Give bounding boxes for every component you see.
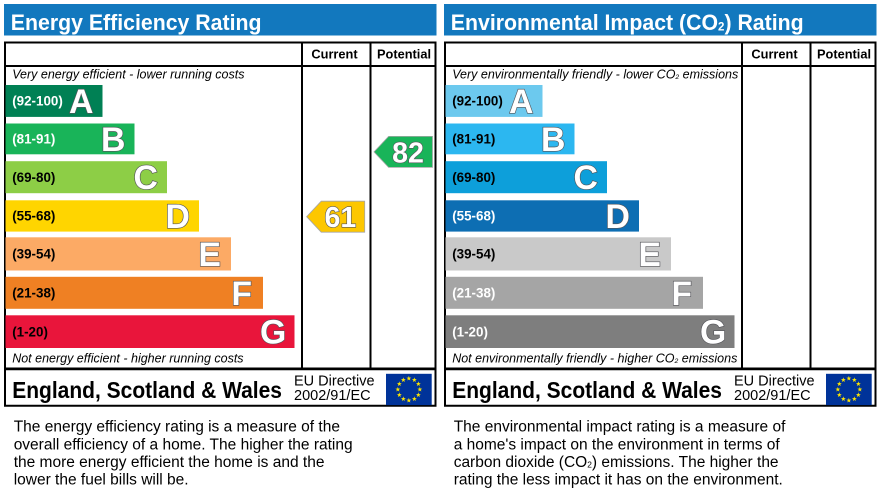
svg-text:overall efficiency of a home.: overall efficiency of a home. The higher…	[14, 436, 353, 453]
svg-text:(39-54): (39-54)	[452, 247, 495, 262]
svg-text:EU Directive: EU Directive	[734, 374, 815, 390]
svg-text:Not energy efficient - higher: Not energy efficient - higher running co…	[12, 351, 243, 365]
svg-text:(92-100): (92-100)	[452, 94, 503, 109]
svg-text:Potential: Potential	[817, 47, 871, 62]
svg-text:Very energy efficient - lower: Very energy efficient - lower running co…	[12, 68, 244, 82]
svg-text:2002/91/EC: 2002/91/EC	[734, 388, 811, 404]
svg-text:(92-100): (92-100)	[12, 94, 63, 109]
svg-text:C: C	[133, 159, 157, 197]
svg-text:lower the fuel bills will be.: lower the fuel bills will be.	[14, 472, 189, 489]
svg-text:B: B	[101, 121, 125, 159]
svg-text:(21-38): (21-38)	[12, 286, 55, 301]
svg-text:(81-91): (81-91)	[12, 132, 55, 147]
svg-text:(1-20): (1-20)	[12, 324, 48, 339]
svg-text:B: B	[541, 121, 565, 159]
svg-text:Current: Current	[311, 47, 358, 62]
svg-text:D: D	[165, 198, 189, 236]
svg-text:61: 61	[325, 202, 357, 234]
svg-text:(55-68): (55-68)	[452, 209, 495, 224]
svg-text:(1-20): (1-20)	[452, 324, 488, 339]
svg-text:A: A	[509, 83, 533, 121]
svg-text:2002/91/EC: 2002/91/EC	[294, 388, 371, 404]
svg-text:82: 82	[392, 137, 424, 169]
svg-text:EU Directive: EU Directive	[294, 374, 375, 390]
svg-text:England, Scotland & Wales: England, Scotland & Wales	[452, 377, 722, 403]
svg-text:carbon dioxide (CO2​) emission: carbon dioxide (CO2​) emissions. The hig…	[454, 454, 779, 471]
svg-text:England, Scotland & Wales: England, Scotland & Wales	[12, 377, 282, 403]
svg-text:A: A	[69, 83, 93, 121]
svg-text:(39-54): (39-54)	[12, 247, 55, 262]
svg-text:(21-38): (21-38)	[452, 286, 495, 301]
svg-text:the more energy efficient the: the more energy efficient the home is an…	[14, 454, 325, 471]
svg-text:Potential: Potential	[377, 47, 431, 62]
svg-text:G: G	[260, 314, 286, 352]
svg-text:Energy Efficiency Rating: Energy Efficiency Rating	[11, 9, 262, 35]
svg-text:D: D	[605, 198, 629, 236]
svg-text:Current: Current	[751, 47, 798, 62]
svg-text:G: G	[700, 314, 726, 352]
svg-text:The energy efficiency rating i: The energy efficiency rating is a measur…	[14, 419, 340, 436]
svg-text:F: F	[671, 275, 692, 313]
svg-text:F: F	[231, 275, 252, 313]
svg-text:(81-91): (81-91)	[452, 132, 495, 147]
svg-text:a home's impact on the environ: a home's impact on the environment in te…	[454, 436, 781, 453]
svg-text:(69-80): (69-80)	[12, 170, 55, 185]
svg-text:(69-80): (69-80)	[452, 170, 495, 185]
svg-text:The environmental impact ratin: The environmental impact rating is a mea…	[454, 419, 786, 436]
svg-text:Environmental Impact (CO2​) Ra: Environmental Impact (CO2​) Rating	[451, 9, 804, 35]
svg-text:rating the less impact it has: rating the less impact it has on the env…	[454, 472, 783, 489]
svg-text:(55-68): (55-68)	[12, 209, 55, 224]
svg-text:Very environmentally friendly: Very environmentally friendly - lower CO…	[452, 68, 738, 82]
svg-text:E: E	[198, 236, 221, 274]
svg-text:Not environmentally friendly -: Not environmentally friendly - higher CO…	[452, 351, 737, 365]
svg-text:E: E	[638, 236, 661, 274]
svg-text:C: C	[573, 159, 597, 197]
